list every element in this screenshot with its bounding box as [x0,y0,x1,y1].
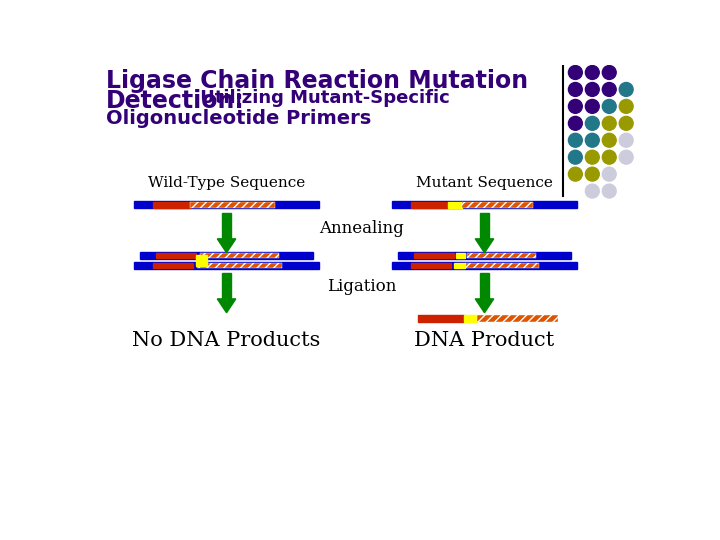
Text: Annealing: Annealing [319,220,404,237]
Bar [467,253,536,258]
Bar [156,253,197,258]
Circle shape [619,150,633,164]
Circle shape [568,150,582,164]
Circle shape [603,83,616,96]
Circle shape [619,83,633,96]
Bar [410,262,451,268]
Bar [418,315,464,322]
Circle shape [585,184,599,198]
Bar [197,262,282,268]
Circle shape [603,99,616,113]
Circle shape [585,65,599,79]
Circle shape [619,133,633,147]
Text: DNA Product: DNA Product [415,331,554,350]
Bar [134,262,319,269]
Circle shape [585,150,599,164]
Polygon shape [217,239,235,253]
Bar [153,262,193,268]
Bar [477,315,558,322]
Circle shape [585,99,599,113]
Bar [480,213,489,239]
Text: Ligase Chain Reaction Mutation: Ligase Chain Reaction Mutation [106,69,528,93]
Text: Detection:: Detection: [106,90,244,113]
Circle shape [568,133,582,147]
Text: Wild-Type Sequence: Wild-Type Sequence [148,176,305,190]
Circle shape [619,117,633,130]
Circle shape [585,167,599,181]
Circle shape [568,65,582,79]
Bar [454,262,465,268]
Bar [153,202,189,208]
Bar [140,252,312,259]
Circle shape [568,99,582,113]
Bar [448,202,462,208]
Circle shape [619,99,633,113]
Bar [465,262,539,268]
Circle shape [603,150,616,164]
Polygon shape [217,299,235,313]
Bar [134,201,319,208]
Bar [222,213,231,239]
Text: Mutant Sequence: Mutant Sequence [416,176,553,190]
Circle shape [568,83,582,96]
Text: No DNA Products: No DNA Products [132,331,320,350]
Bar [462,202,533,208]
Bar [222,273,231,299]
Circle shape [603,117,616,130]
Bar [200,253,279,258]
Text: Utilizing Mutant-Specific: Utilizing Mutant-Specific [194,90,450,107]
Polygon shape [475,299,494,313]
Circle shape [568,117,582,130]
Bar [196,255,207,266]
Bar [189,202,274,208]
Bar [480,273,489,299]
Bar [464,315,477,322]
Text: Ligation: Ligation [327,278,396,295]
Circle shape [585,117,599,130]
Polygon shape [475,239,494,253]
Bar [414,253,454,258]
Bar [392,201,577,208]
Circle shape [568,167,582,181]
Circle shape [603,133,616,147]
Circle shape [585,83,599,96]
Circle shape [585,133,599,147]
Circle shape [603,65,616,79]
Text: Oligonucleotide Primers: Oligonucleotide Primers [106,110,371,129]
Circle shape [603,167,616,181]
Bar [410,202,448,208]
Bar [392,262,577,269]
Bar [398,252,571,259]
Circle shape [603,184,616,198]
Bar [456,253,465,258]
